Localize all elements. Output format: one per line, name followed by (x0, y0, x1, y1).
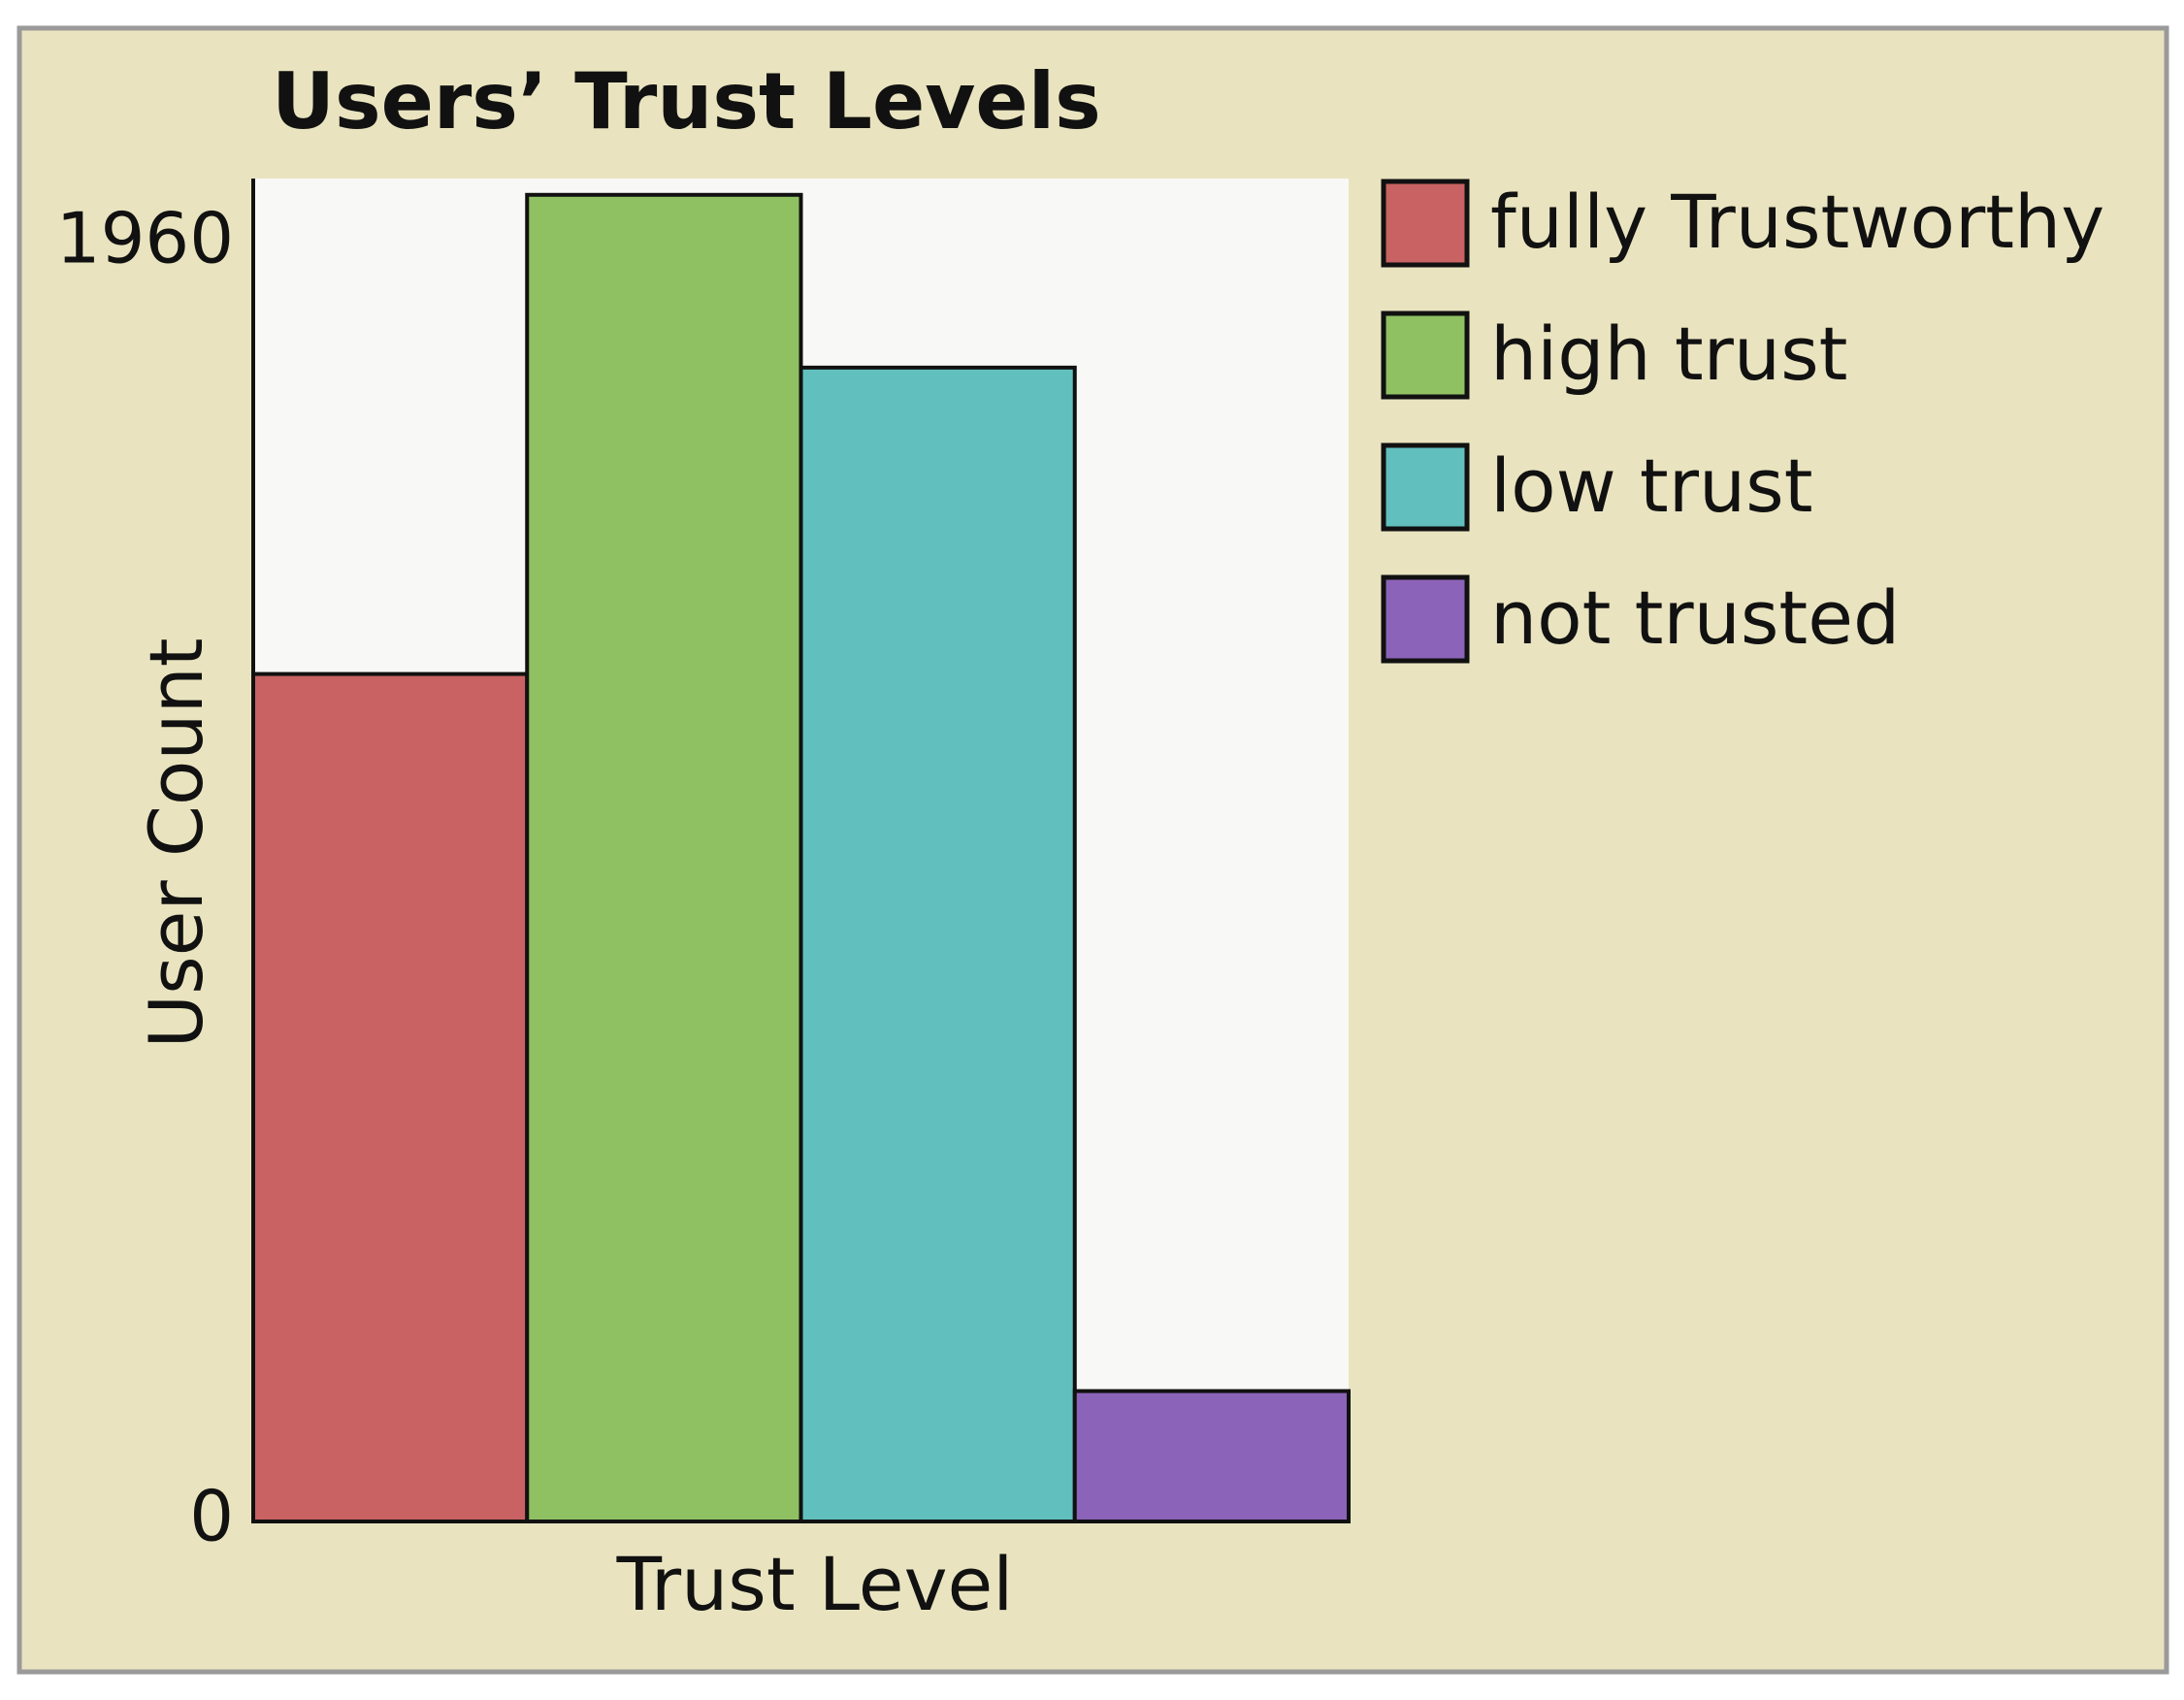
legend-swatch (1381, 179, 1470, 268)
legend-swatch (1381, 442, 1470, 532)
y-tick-label: 0 (189, 1476, 234, 1557)
y-axis-label: User Count (133, 638, 219, 1048)
y-tick-label: 1960 (56, 198, 234, 279)
legend-label: not trusted (1490, 574, 1900, 661)
legend-label: low trust (1490, 442, 1813, 529)
chart-title: Users’ Trust Levels (272, 56, 1101, 147)
x-axis-label: Trust Level (616, 1541, 1014, 1627)
legend-swatch (1381, 574, 1470, 664)
bar (1072, 1389, 1351, 1524)
legend-label: high trust (1490, 311, 1847, 397)
legend-label: fully Trustworthy (1490, 179, 2104, 265)
legend-swatch (1381, 311, 1470, 400)
bar (251, 671, 530, 1523)
bar (799, 365, 1077, 1523)
bar (525, 192, 803, 1523)
